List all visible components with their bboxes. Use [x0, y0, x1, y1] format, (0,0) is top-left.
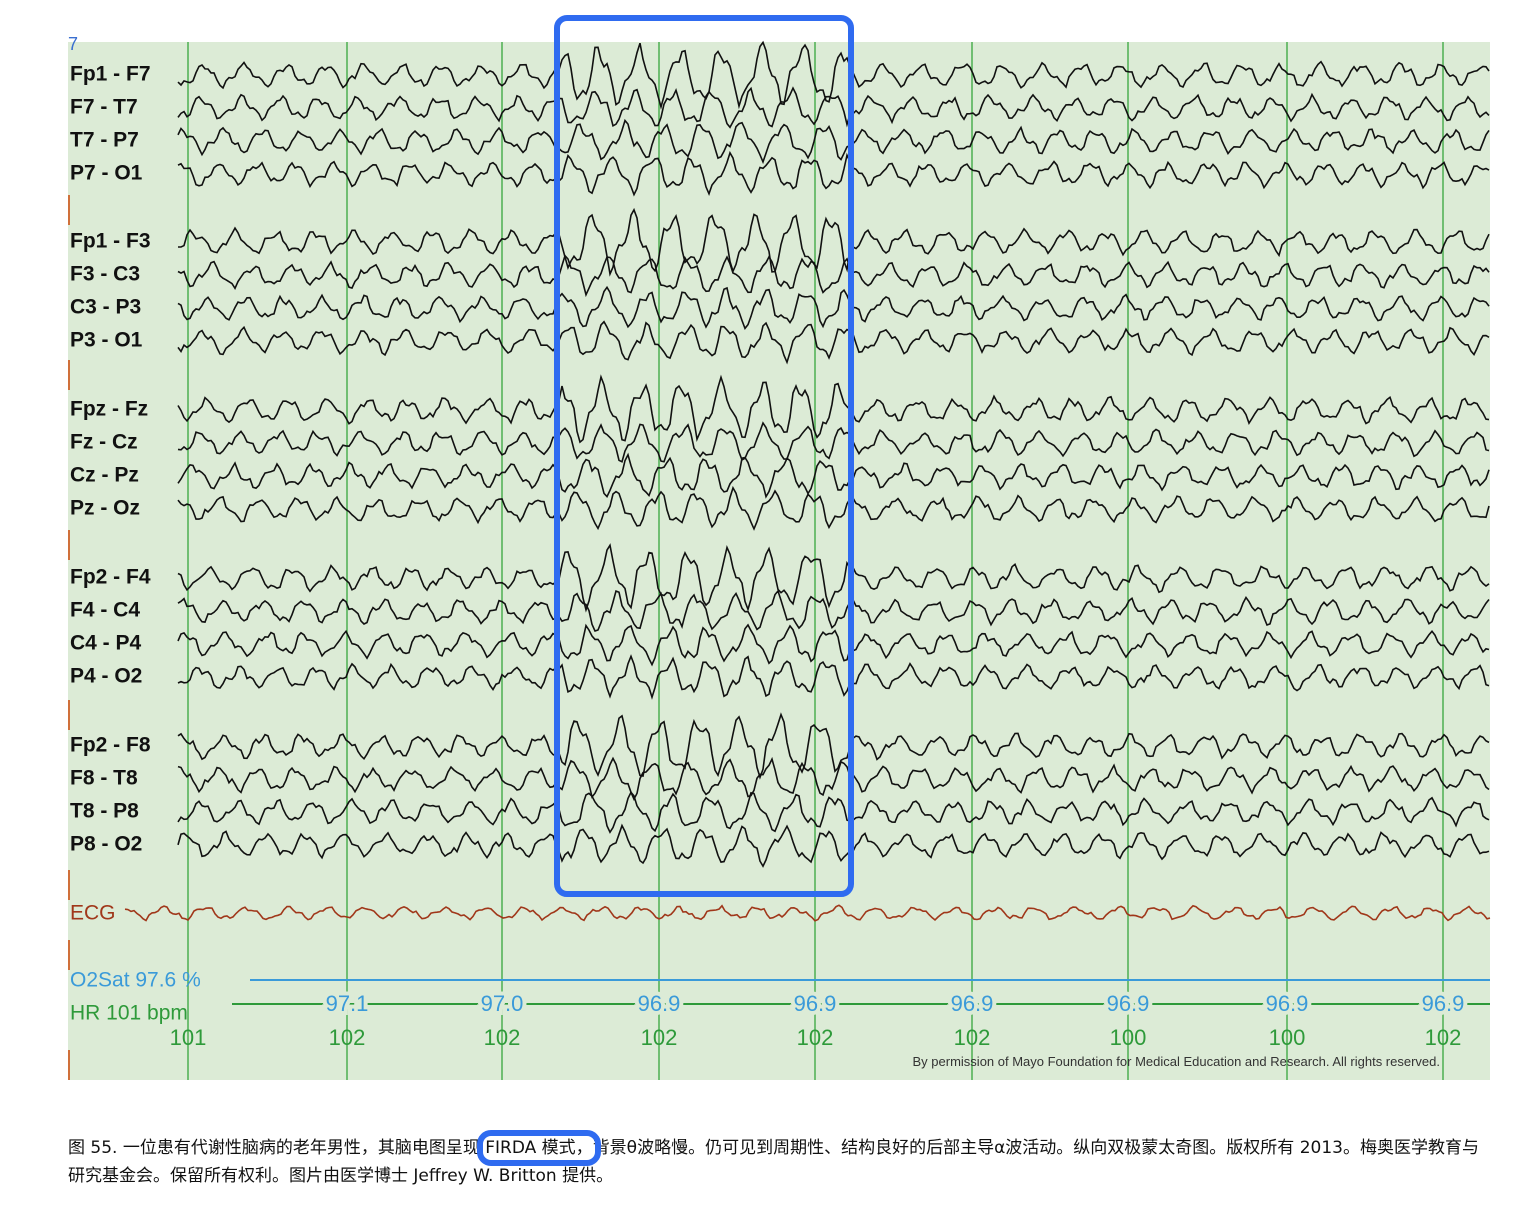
hr-value: 102 [954, 1025, 991, 1050]
waveform [124, 904, 1491, 922]
caption: 图 55. 一位患有代谢性脑病的老年男性，其脑电图呈现 FIRDA 模式，背景θ… [68, 1130, 1493, 1190]
waveform [177, 712, 1490, 780]
waveform [177, 421, 1490, 463]
channel-label: T8 - P8 [70, 800, 139, 823]
o2sat-label: O2Sat 97.6 % [70, 969, 201, 992]
waveform [177, 790, 1490, 834]
waveform [177, 654, 1490, 700]
channel-label: Fp2 - F4 [70, 566, 151, 589]
waveform [177, 150, 1490, 197]
copyright: By permission of Mayo Foundation for Med… [913, 1054, 1440, 1069]
channel-label: Cz - Pz [70, 464, 139, 487]
waveform [177, 320, 1490, 365]
hr-value: 100 [1110, 1025, 1147, 1050]
page-marker: 7 [68, 34, 78, 54]
hr-label: HR 101 bpm [70, 1002, 188, 1025]
hr-value: 101 [170, 1025, 207, 1050]
channel-label: F3 - C3 [70, 263, 140, 286]
o2-value: 97.0 [481, 991, 524, 1016]
waveform [177, 254, 1490, 298]
hr-value: 102 [1425, 1025, 1462, 1050]
waveform [177, 285, 1490, 331]
hr-value: 100 [1269, 1025, 1306, 1050]
hr-value: 102 [797, 1025, 834, 1050]
o2-value: 96.9 [951, 991, 994, 1016]
hr-value: 102 [484, 1025, 521, 1050]
caption-text: 背景θ波略慢。仍可见到周期性、结构良好的后部主导α波活动。纵向双极蒙太奇图。版权… [68, 1138, 1479, 1186]
caption-highlight: FIRDA 模式， [477, 1130, 601, 1166]
channel-label: F7 - T7 [70, 96, 138, 119]
waveform [177, 452, 1490, 499]
channel-label: P8 - O2 [70, 833, 142, 856]
channel-label: P3 - O1 [70, 329, 143, 352]
o2-value: 97.1 [326, 991, 369, 1016]
waveform [177, 589, 1490, 632]
channel-label: F8 - T8 [70, 767, 138, 790]
channel-label: Pz - Oz [70, 497, 140, 520]
highlight-box [554, 15, 854, 897]
channel-label: C4 - P4 [70, 632, 142, 655]
channel-label: Fpz - Fz [70, 398, 148, 421]
waveform [177, 543, 1490, 613]
ecg-label: ECG [70, 902, 116, 925]
o2-value: 96.9 [1266, 991, 1309, 1016]
waveform [177, 623, 1490, 667]
channel-label: C3 - P3 [70, 296, 141, 319]
channel-label: T7 - P7 [70, 129, 139, 152]
channel-label: P7 - O1 [70, 162, 143, 185]
waveform [178, 207, 1490, 277]
eeg-panel [68, 42, 1490, 1080]
hr-value: 102 [329, 1025, 366, 1050]
channel-label: F4 - C4 [70, 599, 140, 622]
waveform [177, 40, 1490, 110]
o2-value: 96.9 [794, 991, 837, 1016]
o2-value: 96.9 [1107, 991, 1150, 1016]
caption-text: 图 55. 一位患有代谢性脑病的老年男性，其脑电图呈现 [68, 1138, 486, 1158]
channel-label: Fp1 - F3 [70, 230, 151, 253]
waveform [177, 118, 1490, 165]
hr-value: 102 [641, 1025, 678, 1050]
waveform [177, 756, 1490, 801]
channel-label: Fz - Cz [70, 431, 138, 454]
o2-value: 96.9 [638, 991, 681, 1016]
waveform [177, 374, 1490, 444]
waveform [177, 485, 1490, 531]
eeg-figure: Fp1 - F7 F7 - T7 T7 - P7 P7 - O1 Fp1 - F3 F3 … [68, 15, 1491, 1080]
channel-label: Fp1 - F7 [70, 63, 151, 86]
waveform [177, 823, 1490, 868]
channel-label: Fp2 - F8 [70, 734, 151, 757]
waveform [177, 86, 1490, 129]
channel-label: P4 - O2 [70, 665, 142, 688]
o2-value: 96.9 [1422, 991, 1465, 1016]
